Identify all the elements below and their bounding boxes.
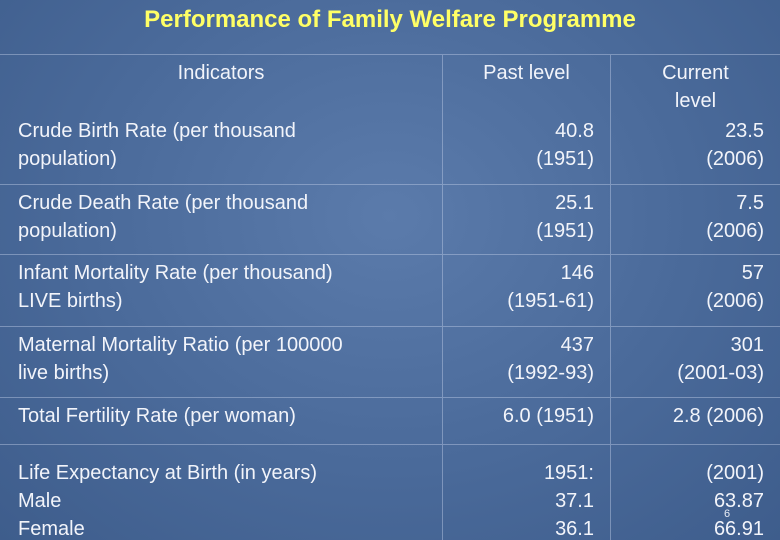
slide-title: Performance of Family Welfare Programme — [144, 6, 636, 33]
page-number: 6 — [724, 508, 731, 520]
header-cell: Indicators — [177, 62, 265, 84]
table-border — [0, 54, 780, 55]
table-cell: 146 (1951-61) — [442, 255, 610, 327]
table-cell: 25.1 (1951) — [442, 185, 610, 255]
table-cell: 301 (2001-03) — [610, 327, 780, 398]
table-cell: Infant Mortality Rate (per thousand) LIV… — [0, 255, 442, 327]
header-cell: Current level — [610, 55, 780, 113]
table-cell: (2001) 63.87 66.91 — [610, 445, 780, 540]
table-cell: 437 (1992-93) — [442, 327, 610, 398]
table-cell: 6.0 (1951) — [442, 398, 610, 445]
table-cell: 40.8 (1951) — [442, 113, 610, 185]
table-cell: Life Expectancy at Birth (in years) Male… — [0, 445, 442, 540]
table-cell: Crude Birth Rate (per thousand populatio… — [0, 113, 442, 185]
table-cell: 23.5 (2006) — [610, 113, 780, 185]
table-cell: Crude Death Rate (per thousand populatio… — [0, 185, 442, 255]
header-cell: Past level — [442, 55, 610, 113]
table-cell: 57 (2006) — [610, 255, 780, 327]
table-cell: 1951: 37.1 36.1 — [442, 445, 610, 540]
table-cell: Maternal Mortality Ratio (per 100000 liv… — [0, 327, 442, 398]
table-cell: 7.5 (2006) — [610, 185, 780, 255]
table-cell: 2.8 (2006) — [610, 398, 780, 445]
table-cell: Total Fertility Rate (per woman) — [0, 398, 442, 445]
